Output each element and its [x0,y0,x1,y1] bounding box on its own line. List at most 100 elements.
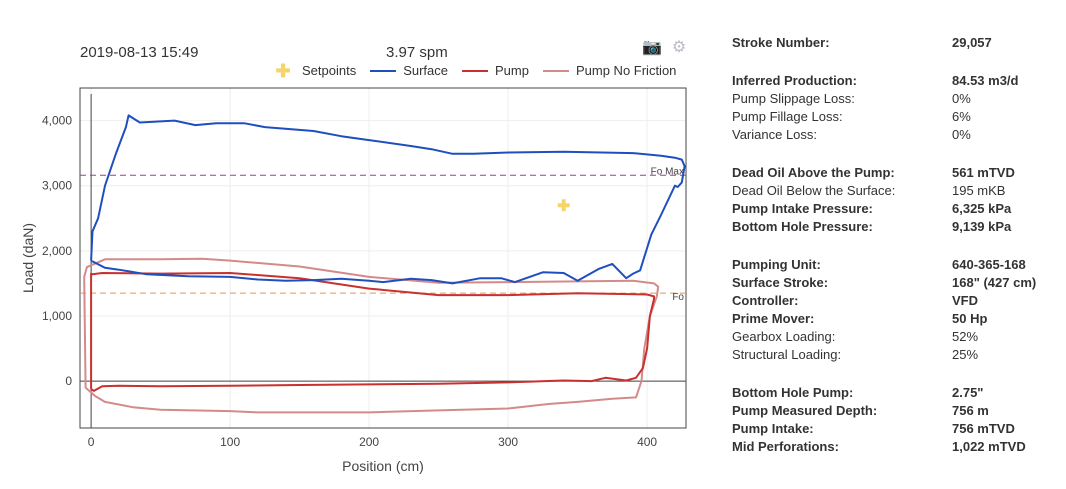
info-label: Inferred Production: [732,73,857,88]
info-value: 1,022 mTVD [952,439,1026,454]
series-line-pump [90,272,655,392]
info-label: Pump Slippage Loss: [732,91,855,106]
reference-line-label: Fo Max [651,166,684,177]
legend-label-pump: Pump [495,63,529,78]
gear-icon[interactable]: ⚙ [671,39,687,56]
info-value: 0% [952,91,971,106]
x-tick-label: 400 [637,435,657,449]
legend-item-pump-no-friction[interactable]: Pump No Friction [542,63,677,78]
info-gap [732,364,1062,384]
info-label: Structural Loading: [732,347,842,362]
info-label: Surface Stroke: [732,275,829,290]
info-row: Dead Oil Above the Pump: 561 mTVD [732,164,1062,182]
y-tick-label: 1,000 [42,309,72,323]
info-label: Pump Intake: [732,421,814,436]
info-value: 52% [952,329,979,344]
info-value: 29,057 [952,35,992,50]
legend-swatch-pump-no-friction [542,69,569,72]
info-value: 756 m [952,403,989,418]
info-row: Bottom Hole Pump: 2.75" [732,384,1062,402]
x-tick-label: 200 [359,435,379,449]
info-panel: Stroke Number: 29,057 Inferred Production:… [732,34,1062,456]
legend-swatch-pump [462,69,489,72]
info-label: Gearbox Loading: [732,329,836,344]
y-tick-label: 2,000 [42,244,72,258]
info-value: 84.53 m3/d [952,73,1019,88]
info-row: Bottom Hole Pressure: 9,139 kPa [732,218,1062,236]
info-label: Dead Oil Below the Surface: [732,183,896,198]
info-gap [732,52,1062,72]
modebar: 📷 ⚙ [642,39,688,57]
legend-label-setpoints: Setpoints [302,63,357,78]
dynamometer-plot[interactable]: 0 1,000 2,000 3,000 4,000 0 100 200 300 400 Fo Max… [0,0,700,489]
strokes-per-minute: 3.97 spm [386,44,448,61]
info-row: Controller: VFD [732,292,1062,310]
info-value: 561 mTVD [952,165,1015,180]
timestamp: 2019-08-13 15:49 [80,44,199,61]
y-axis-label: Load (daN) [20,223,36,293]
setpoint-marker [557,199,570,212]
info-value: 0% [952,127,971,142]
info-gap [732,236,1062,256]
camera-icon[interactable]: 📷 [642,39,662,56]
info-value: 6% [952,109,971,124]
info-label: Bottom Hole Pump: [732,385,854,400]
info-label: Controller: [732,293,799,308]
info-value: 195 mKB [952,183,1006,198]
info-row: Pump Measured Depth: 756 m [732,402,1062,420]
plot-frame [79,87,687,429]
info-value: 2.75" [952,385,984,400]
info-row: Mid Perforations: 1,022 mTVD [732,438,1062,456]
info-row: Gearbox Loading: 52% [732,328,1062,346]
info-row: Pump Slippage Loss: 0% [732,90,1062,108]
y-tick-label: 0 [65,374,72,388]
x-tick-label: 0 [88,435,95,449]
info-row: Stroke Number: 29,057 [732,34,1062,52]
info-label: Pump Intake Pressure: [732,201,873,216]
info-label: Pump Measured Depth: [732,403,878,418]
info-value: 640-365-168 [952,257,1026,272]
info-label: Stroke Number: [732,35,830,50]
series-line-surface [90,114,686,285]
legend-item-setpoints[interactable]: ✚ Setpoints [274,60,357,81]
info-label: Prime Mover: [732,311,815,326]
info-value: 168" (427 cm) [952,275,1037,290]
info-label: Bottom Hole Pressure: [732,219,873,234]
info-label: Dead Oil Above the Pump: [732,165,895,180]
info-value: 25% [952,347,979,362]
info-value: VFD [952,293,978,308]
info-row: Variance Loss: 0% [732,126,1062,144]
y-tick-label: 3,000 [42,179,72,193]
info-row: Structural Loading: 25% [732,346,1062,364]
info-row: Dead Oil Below the Surface: 195 mKB [732,182,1062,200]
legend-label-pump-no-friction: Pump No Friction [575,63,677,78]
series-group [80,114,686,414]
info-label: Mid Perforations: [732,439,839,454]
info-label: Pump Fillage Loss: [732,109,843,124]
reference-line-label: Fo [672,292,684,303]
x-axis-label: Position (cm) [342,458,424,474]
x-tick-label: 100 [220,435,240,449]
info-gap [732,144,1062,164]
cross-icon: ✚ [275,60,291,81]
info-row: Pump Intake Pressure: 6,325 kPa [732,200,1062,218]
legend-swatch-surface [370,69,397,72]
info-row: Inferred Production: 84.53 m3/d [732,72,1062,90]
legend-item-surface[interactable]: Surface [370,63,448,78]
chart-area: 2019-08-13 15:49 3.97 spm 📷 ⚙ ✚ Setpoint… [0,0,700,489]
info-row: Pumping Unit: 640-365-168 [732,256,1062,274]
legend-item-pump[interactable]: Pump [462,63,529,78]
info-label: Variance Loss: [732,127,818,142]
info-row: Prime Mover: 50 Hp [732,310,1062,328]
info-row: Pump Intake: 756 mTVD [732,420,1062,438]
y-tick-label: 4,000 [42,114,72,128]
legend: ✚ Setpoints Surface Pump Pump No Frictio… [274,60,690,81]
info-value: 9,139 kPa [952,219,1012,234]
info-value: 50 Hp [952,311,988,326]
info-row: Surface Stroke: 168" (427 cm) [732,274,1062,292]
x-tick-label: 300 [498,435,518,449]
info-row: Pump Fillage Loss: 6% [732,108,1062,126]
info-label: Pumping Unit: [732,257,821,272]
info-value: 6,325 kPa [952,201,1012,216]
legend-label-surface: Surface [403,63,449,78]
